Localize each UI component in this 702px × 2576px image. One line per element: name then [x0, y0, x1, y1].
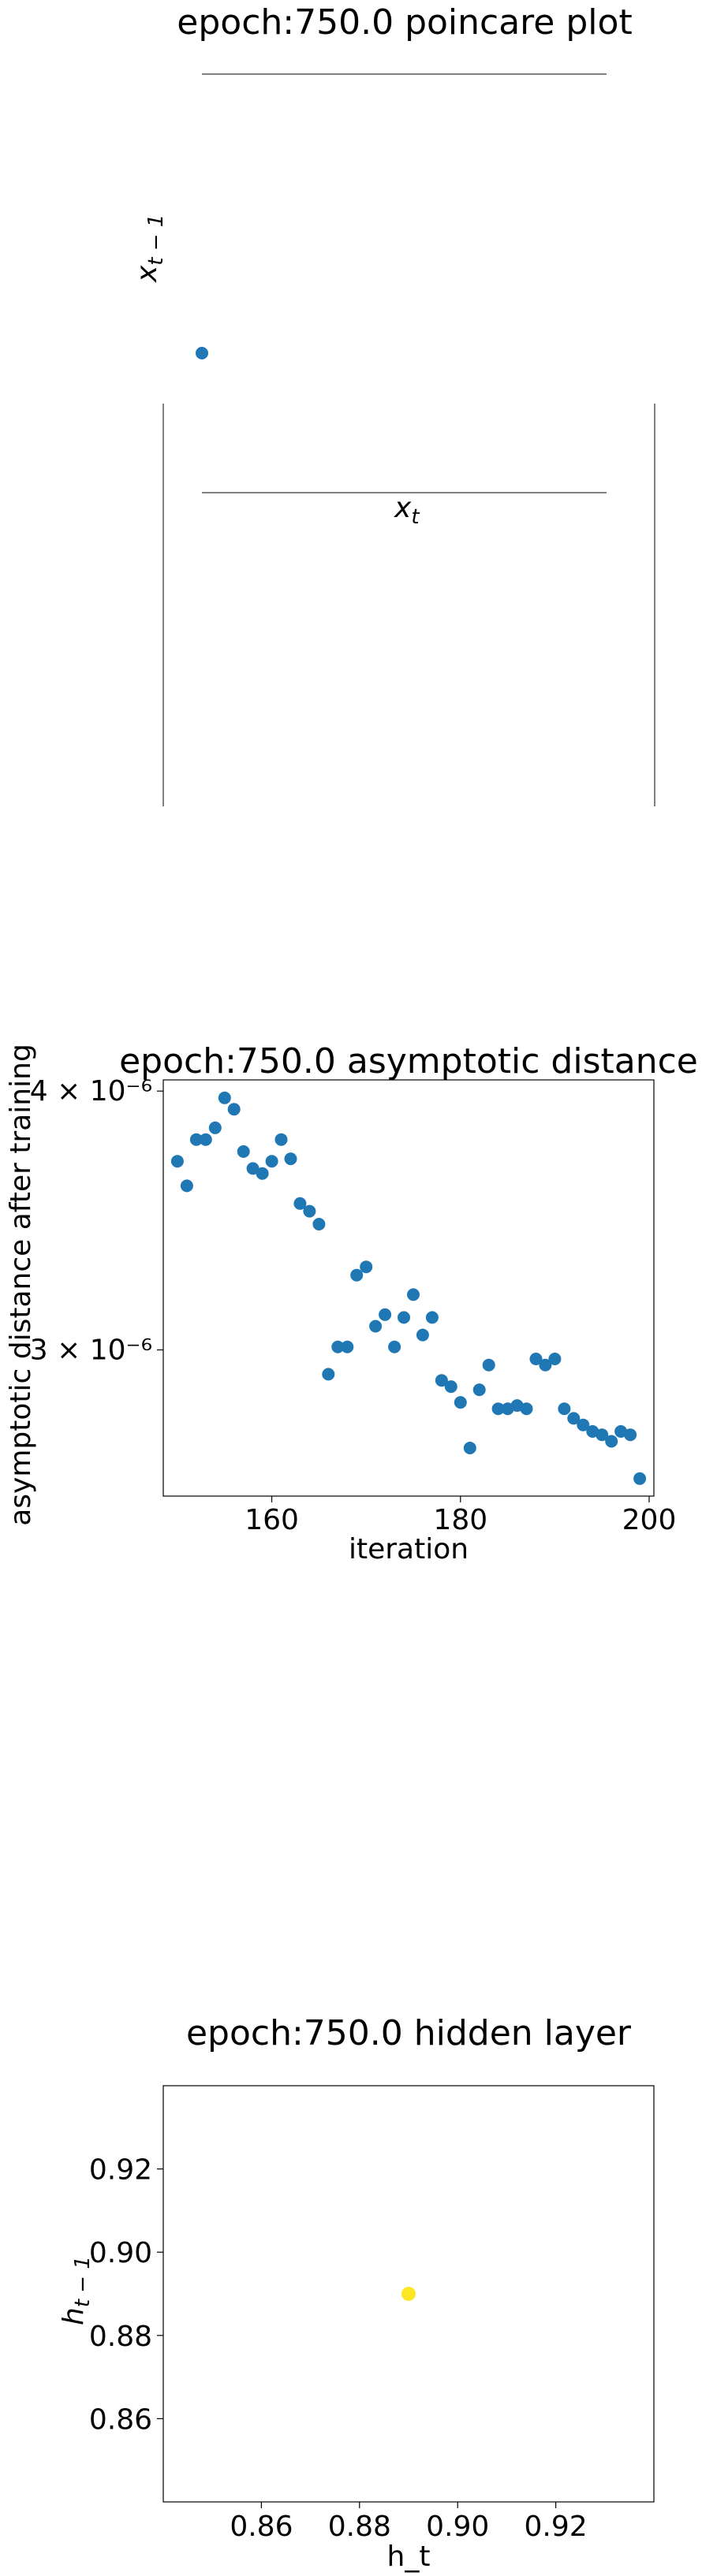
poincare-xlabel: xt — [394, 492, 420, 529]
data-point — [199, 1133, 212, 1146]
data-point — [605, 1435, 618, 1448]
asymptotic-points — [170, 1091, 647, 1485]
data-point — [208, 1121, 222, 1134]
asymptotic-title: epoch:750.0 asymptotic distance — [119, 1041, 698, 1081]
data-point — [425, 1311, 439, 1324]
data-point — [360, 1260, 373, 1274]
data-point — [558, 1402, 571, 1416]
data-point — [398, 1311, 410, 1324]
data-point — [444, 1380, 457, 1394]
data-point — [293, 1197, 307, 1210]
data-point — [624, 1428, 637, 1442]
data-point — [218, 1091, 231, 1104]
x-tick-label: 0.88 — [328, 2511, 391, 2543]
data-point — [170, 1155, 184, 1168]
x-tick-label: 0.90 — [426, 2511, 489, 2543]
asymptotic-frame — [162, 1079, 655, 1497]
y-tick-label: 0.92 — [89, 2154, 152, 2187]
data-point — [501, 1402, 514, 1416]
asymptotic-x-ticks: 160 180 200 — [245, 1496, 676, 1536]
data-point — [312, 1218, 326, 1230]
data-point — [435, 1374, 448, 1387]
data-point — [529, 1353, 543, 1365]
data-point — [539, 1358, 552, 1372]
hidden-layer-x-ticks: 0.86 0.88 0.90 0.92 — [230, 2502, 588, 2543]
data-point — [341, 1340, 354, 1353]
data-point — [331, 1340, 345, 1353]
poincare-ylabel: xt − 1 — [131, 214, 168, 283]
poincare-point — [196, 347, 208, 359]
hidden-layer-frame — [162, 2085, 655, 2503]
y-tick-label: 0.86 — [89, 2403, 152, 2436]
data-point — [265, 1155, 278, 1168]
data-point — [350, 1268, 364, 1282]
x-tick-label: 160 — [245, 1504, 299, 1536]
data-point — [227, 1103, 241, 1116]
hidden-layer-xlabel: h_t — [387, 2541, 431, 2573]
hidden-layer-ylabel: ht − 1 — [58, 2256, 95, 2325]
y-tick-label: 0.88 — [89, 2321, 152, 2353]
data-point — [482, 1358, 495, 1372]
hidden-layer-y-ticks: 0.86 0.88 0.90 0.92 — [89, 2154, 163, 2436]
y-tick-label: 3 × 10⁻⁶ — [30, 1335, 152, 1367]
asymptotic-y-ticks: 3 × 10⁻⁶ 4 × 10⁻⁶ — [30, 1075, 163, 1367]
data-point — [180, 1179, 193, 1193]
data-point — [246, 1162, 260, 1175]
y-tick-label: 0.90 — [89, 2237, 152, 2269]
data-point — [596, 1428, 609, 1442]
data-point — [577, 1418, 590, 1431]
x-tick-label: 200 — [622, 1504, 677, 1536]
asymptotic-ylabel: asymptotic distance after training — [5, 1044, 37, 1526]
poincare-plot: epoch:750.0 poincare plot xt − 1 xt — [131, 2, 655, 806]
data-point — [256, 1167, 269, 1180]
data-point — [520, 1402, 533, 1416]
asymptotic-xlabel: iteration — [349, 1533, 469, 1565]
x-tick-label: 180 — [433, 1504, 487, 1536]
data-point — [322, 1368, 335, 1381]
data-point — [237, 1145, 250, 1158]
data-point — [303, 1204, 316, 1218]
data-point — [567, 1412, 581, 1425]
data-point — [284, 1152, 297, 1166]
data-point — [454, 1396, 467, 1409]
hidden-layer-chart: epoch:750.0 hidden layer 0.86 0.88 0.90 0.9… — [58, 2013, 655, 2573]
data-point — [491, 1402, 505, 1416]
data-point — [463, 1442, 476, 1454]
y-tick-label: 4 × 10⁻⁶ — [30, 1075, 152, 1107]
data-point — [472, 1383, 486, 1397]
hidden-layer-title: epoch:750.0 hidden layer — [186, 2013, 632, 2053]
x-tick-label: 0.86 — [230, 2511, 293, 2543]
data-point — [548, 1353, 562, 1365]
asymptotic-chart: epoch:750.0 asymptotic distance 160 180 20… — [5, 1041, 698, 1565]
data-point — [407, 1288, 420, 1301]
data-point — [401, 2287, 416, 2301]
data-point — [274, 1133, 288, 1146]
data-point — [388, 1340, 401, 1353]
data-point — [614, 1425, 628, 1438]
data-point — [416, 1328, 429, 1342]
data-point — [633, 1472, 647, 1485]
data-point — [379, 1308, 392, 1321]
poincare-title: epoch:750.0 poincare plot — [177, 2, 632, 43]
data-point — [189, 1133, 203, 1146]
x-tick-label: 0.92 — [525, 2511, 588, 2543]
hidden-layer-points — [401, 2287, 416, 2301]
data-point — [369, 1320, 383, 1333]
